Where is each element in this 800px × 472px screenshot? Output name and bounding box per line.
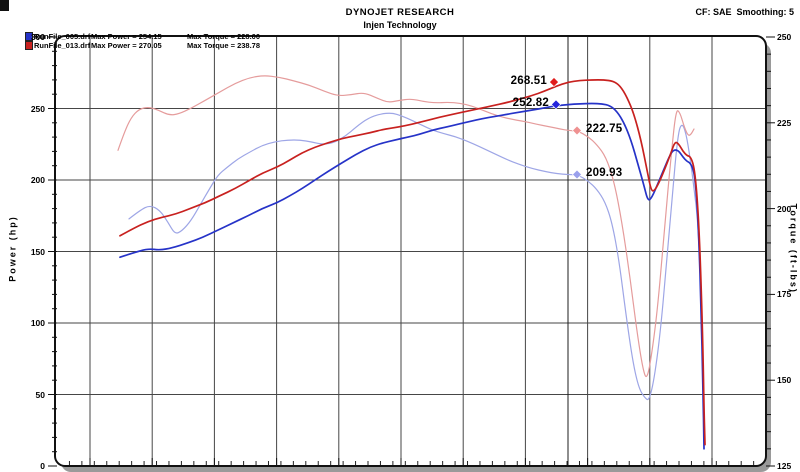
right-tick-label: 250 [777,32,792,42]
curve-power_013 [119,79,706,446]
right-axis-title: Torque (ft-lbs) [788,203,799,294]
readout-diamond [572,169,582,180]
readout-label: 209.93 [586,167,623,180]
correction-info: CF: SAE Smoothing: 5 [695,7,795,17]
legend-max-power: Max Power = 254.15 [91,32,162,41]
left-tick-label: 200 [30,175,45,185]
readout-diamond [572,125,582,136]
readout-label: 268.51 [510,74,547,87]
page-subtitle: Injen Technology [363,20,437,30]
right-tick-label: 150 [777,375,792,386]
right-tick-label: 225 [777,117,792,128]
curve-power_005 [119,102,705,450]
right-tick-label: 200 [777,203,792,214]
legend-max-torque: Max Torque = 228.00 [187,32,261,41]
legend-max-power: Max Power = 270.05 [91,40,162,50]
legend-run-file: RunFile_013.drf [34,40,91,50]
left-tick-label: 100 [30,318,45,328]
legend-run-file: RunFile_005.drf [34,32,91,41]
right-tick-label: 175 [777,289,792,300]
readout-label: 252.82 [512,96,549,109]
left-tick-label: 150 [30,246,45,257]
corner-artifact [0,0,9,11]
left-tick-label: 250 [30,103,45,114]
legend-color-swatch [25,40,33,50]
left-tick-label: 0 [40,461,45,471]
left-tick-label: 50 [35,389,45,400]
curve-torque_013 [117,75,695,378]
legend-max-torque: Max Torque = 238.78 [187,40,261,50]
left-tick-label: 300 [30,32,45,42]
readout-label: 222.75 [586,123,623,136]
readout-diamond [549,77,559,87]
page-title: DYNOJET RESEARCH [345,7,455,18]
curve-torque_005 [128,112,704,401]
readout-diamond [551,99,561,110]
right-tick-label: 125 [777,461,792,471]
